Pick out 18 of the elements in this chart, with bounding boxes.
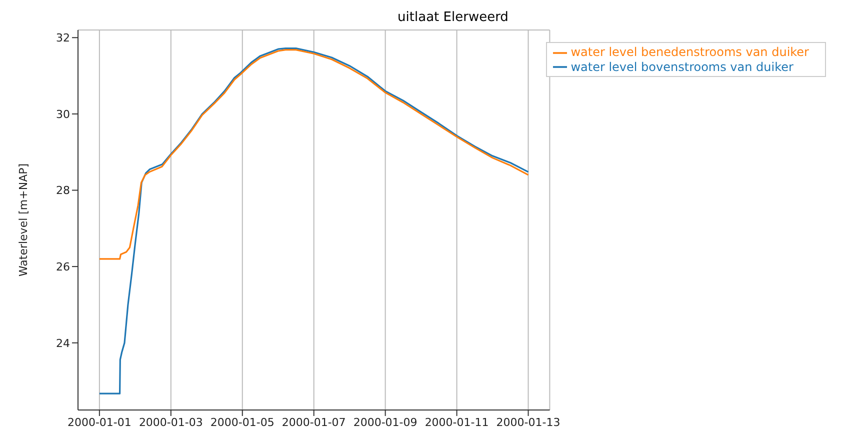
y-tick-label: 24 xyxy=(56,336,70,350)
line-series xyxy=(98,48,530,394)
y-tick-label: 32 xyxy=(56,32,70,45)
y-tick-label: 26 xyxy=(56,260,70,274)
x-tick-label: 2000-01-05 xyxy=(210,416,274,429)
y-tick-label: 30 xyxy=(56,108,70,121)
x-tick-label: 2000-01-13 xyxy=(496,416,560,429)
chart-title: uitlaat Elerweerd xyxy=(396,10,510,25)
x-tick-label: 2000-01-01 xyxy=(67,416,132,429)
x-tick-label: 2000-01-07 xyxy=(282,416,346,429)
x-tick-label: 2000-01-03 xyxy=(138,416,203,429)
y-tick-label: 28 xyxy=(56,184,70,198)
y-axis-title: Waterlevel [m+NAP] xyxy=(16,163,30,277)
line-series xyxy=(98,49,530,260)
legend-label: water level bovenstrooms van duiker xyxy=(570,60,794,74)
legend-label: water level benedenstrooms van duiker xyxy=(570,45,809,59)
x-tick-label: 2000-01-11 xyxy=(424,416,489,429)
x-tick-label: 2000-01-09 xyxy=(353,416,418,429)
